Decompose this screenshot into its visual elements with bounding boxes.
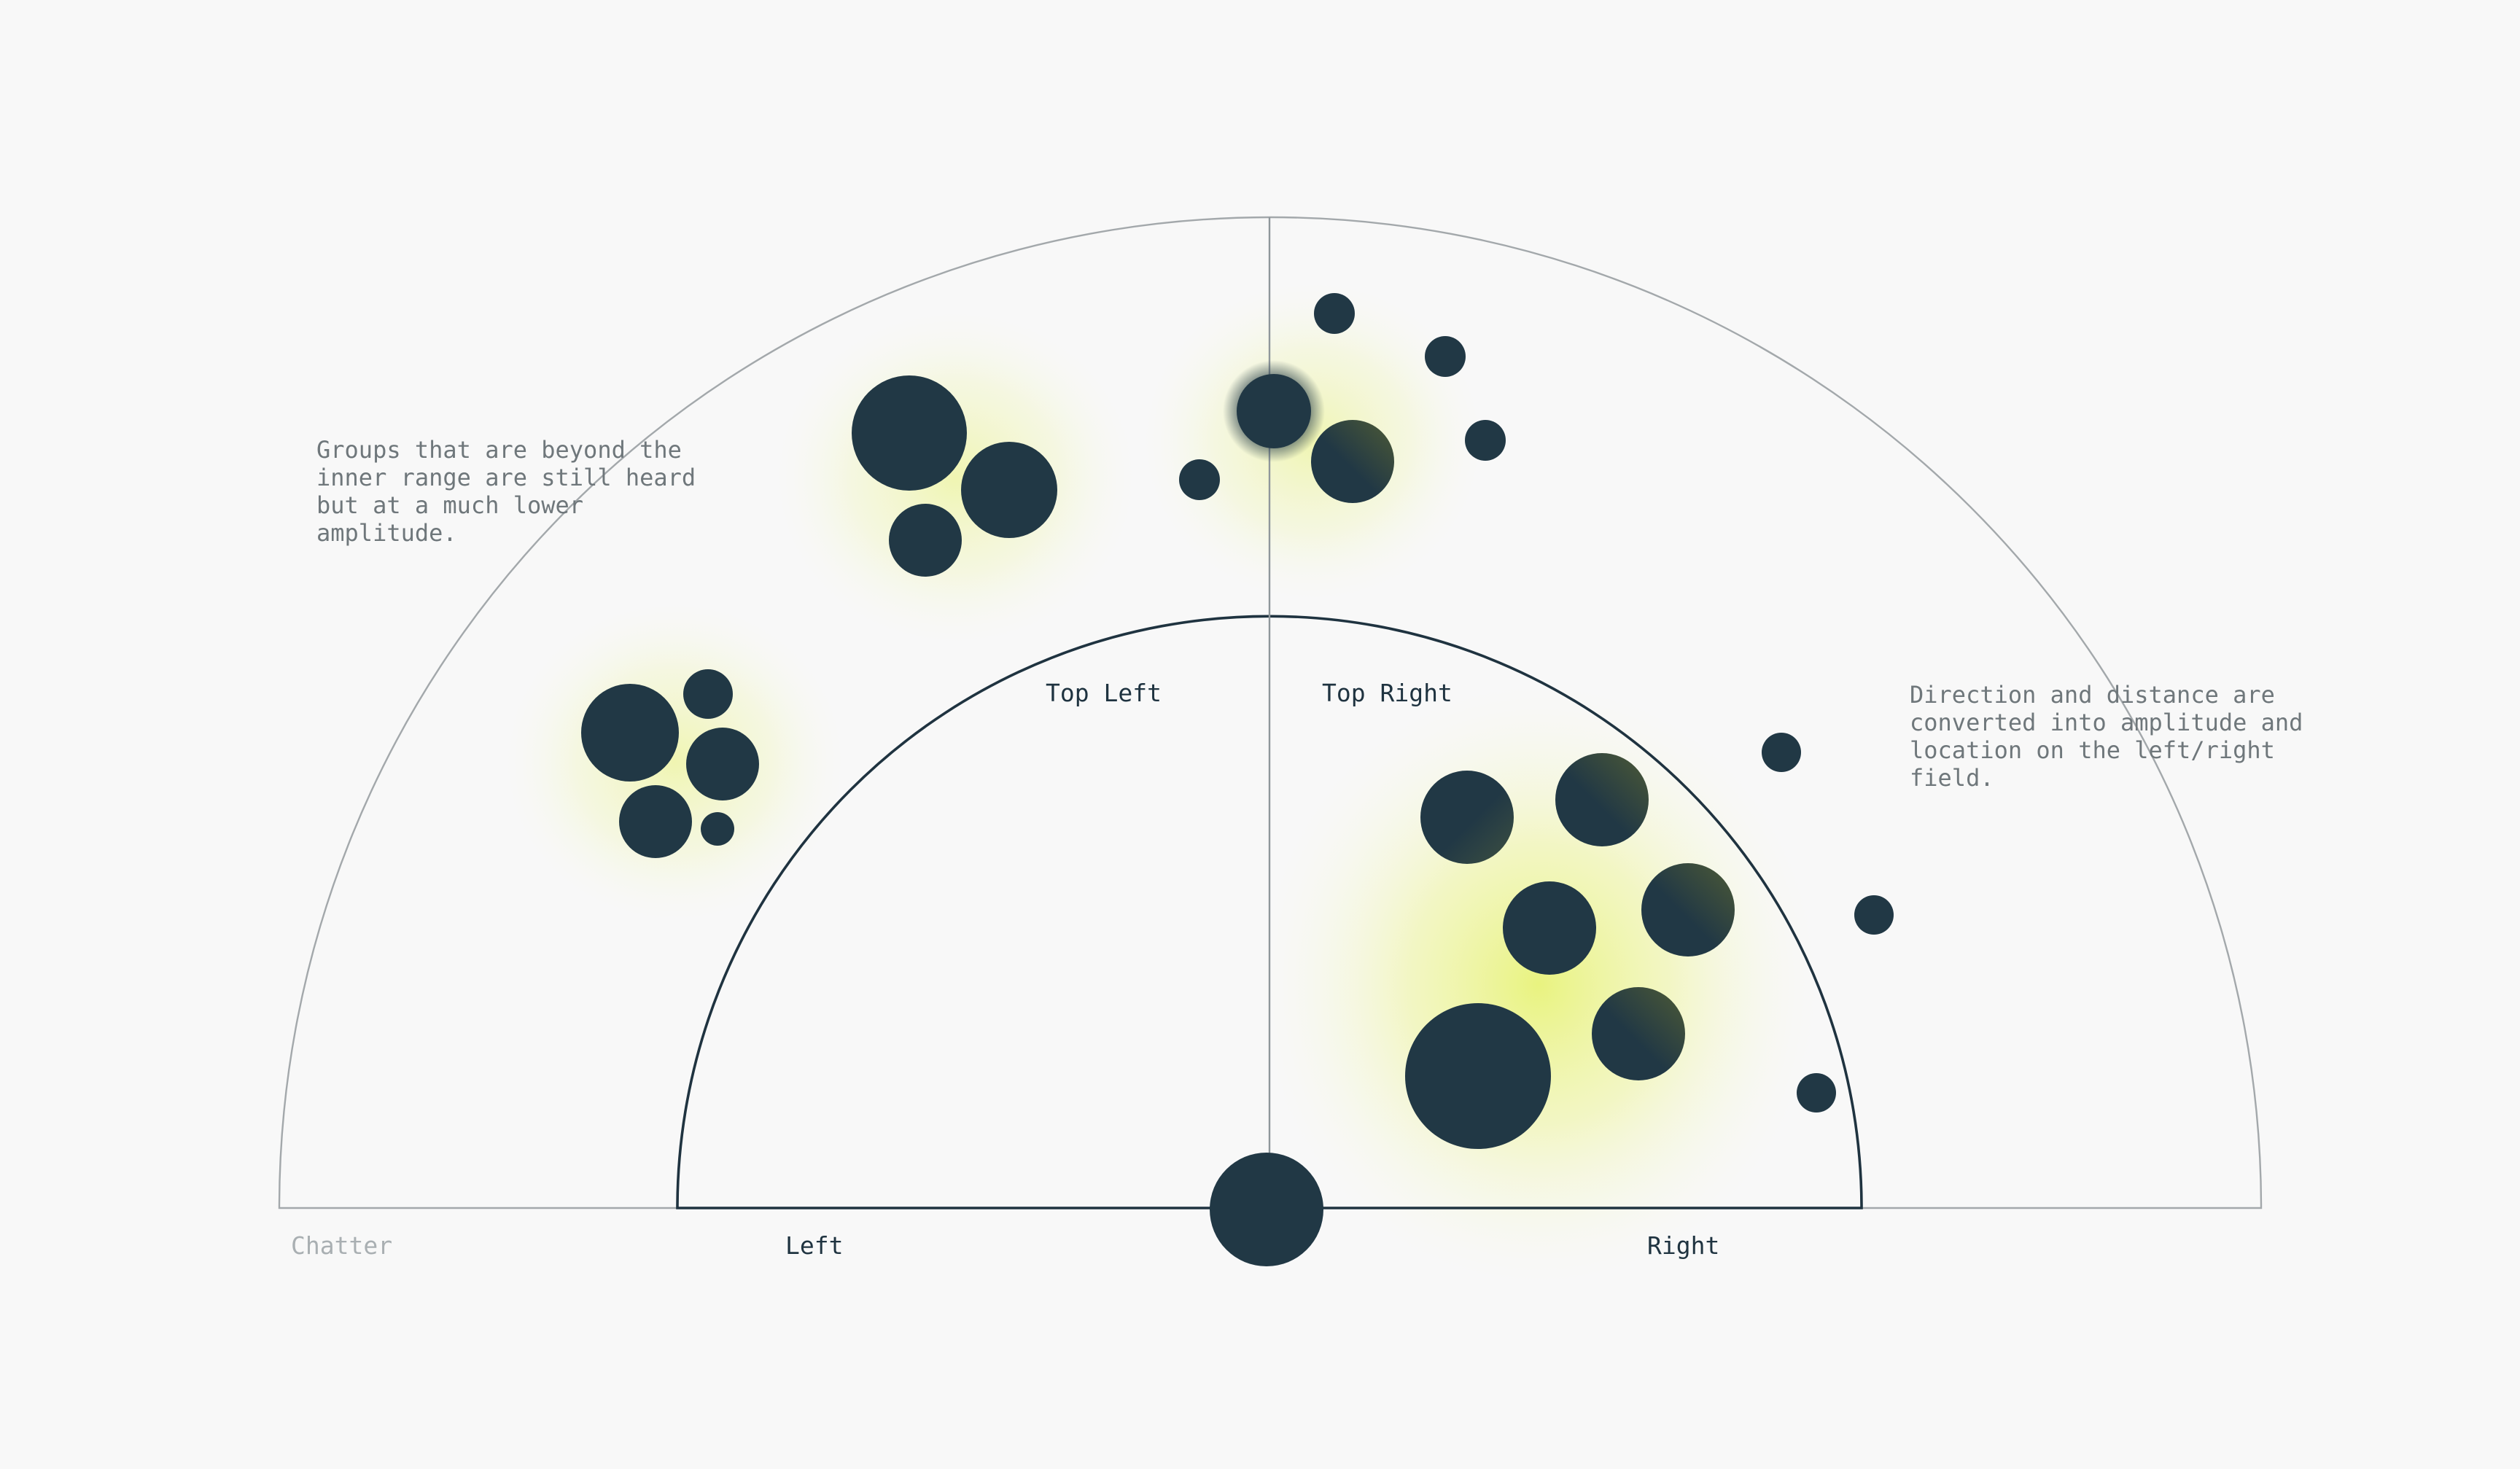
source-node[interactable] [1641,863,1735,956]
source-group-upper-left [852,375,1057,577]
source-node[interactable] [1762,733,1801,772]
source-node[interactable] [1179,459,1220,500]
source-node[interactable] [1311,420,1394,503]
inner-range-arc [676,615,1863,1209]
source-node[interactable] [701,812,734,846]
outer-range-note: Groups that are beyond the inner range a… [316,436,696,547]
source-group-left [581,669,759,858]
source-node[interactable] [889,504,962,577]
listener-dot-icon[interactable] [1210,1153,1323,1266]
source-node[interactable] [852,375,967,491]
source-node-focused[interactable] [1237,374,1311,448]
source-node[interactable] [1797,1073,1836,1113]
source-group-top [1179,293,1506,503]
source-node[interactable] [1405,1003,1551,1149]
top-right-label: Top Right [1322,679,1452,707]
top-left-label: Top Left [1046,679,1162,707]
source-node[interactable] [1555,753,1649,846]
source-node[interactable] [1503,881,1596,975]
left-label: Left [785,1231,844,1260]
source-node[interactable] [683,669,733,719]
source-node[interactable] [1314,293,1355,334]
direction-note: Direction and distance are converted int… [1910,681,2303,792]
right-label: Right [1647,1231,1720,1260]
source-node[interactable] [619,785,692,858]
glow-left-group [496,594,853,930]
source-node[interactable] [581,684,679,782]
glow-layer [496,273,1830,1298]
chatter-label: Chatter [291,1231,393,1260]
source-node[interactable] [1592,987,1685,1080]
glow-upper-left-group [766,303,1145,652]
outer-range-arc [278,216,2263,1209]
source-node[interactable] [1465,420,1506,461]
source-node[interactable] [686,728,759,800]
source-node[interactable] [1854,895,1894,935]
source-node[interactable] [1425,336,1466,377]
glow-right-group [1247,671,1830,1298]
source-node[interactable] [961,442,1057,538]
source-node[interactable] [1420,771,1514,864]
source-group-right [1405,733,1894,1149]
